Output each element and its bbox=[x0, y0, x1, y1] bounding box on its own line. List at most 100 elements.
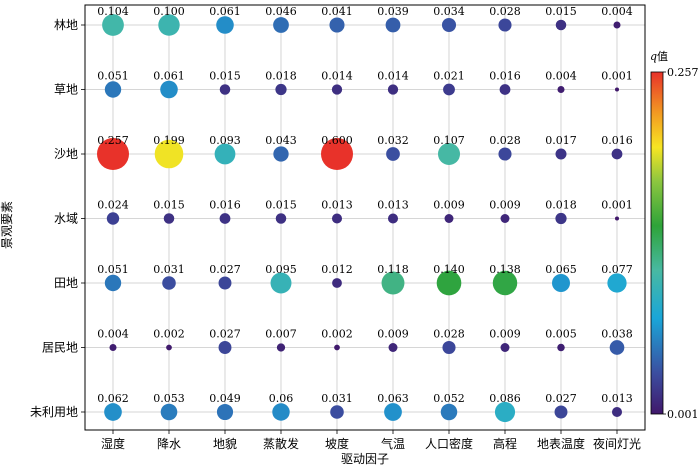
bubble-1-7 bbox=[499, 84, 511, 95]
bubble-4-0 bbox=[104, 274, 122, 292]
axes-frame bbox=[81, 4, 646, 434]
value-label-5-4: 0.002 bbox=[321, 328, 353, 341]
value-label-0-2: 0.061 bbox=[209, 5, 241, 18]
bubble-0-3 bbox=[273, 17, 289, 33]
value-label-3-8: 0.018 bbox=[545, 199, 577, 212]
bubble-3-5 bbox=[387, 213, 399, 224]
value-label-6-6: 0.052 bbox=[433, 392, 465, 405]
bubble-3-3 bbox=[275, 213, 287, 224]
bubble-6-6 bbox=[440, 403, 458, 421]
x-tick-label: 气温 bbox=[381, 436, 405, 451]
bubble-2-4 bbox=[321, 138, 353, 170]
value-label-4-3: 0.095 bbox=[265, 263, 297, 276]
x-tick-label: 地表温度 bbox=[537, 436, 585, 451]
bubble-3-4 bbox=[331, 213, 343, 224]
bubble-1-3 bbox=[275, 83, 287, 96]
value-label-6-0: 0.062 bbox=[97, 392, 129, 405]
value-label-6-9: 0.013 bbox=[601, 392, 633, 405]
colorbar-title: q值 bbox=[650, 50, 668, 63]
bubble-4-6 bbox=[436, 270, 462, 296]
colorbar-min-label: 0.001 bbox=[667, 408, 699, 421]
value-label-0-3: 0.046 bbox=[265, 5, 297, 18]
bubble-5-6 bbox=[442, 340, 456, 355]
value-label-1-3: 0.018 bbox=[265, 70, 297, 83]
bubble-2-8 bbox=[555, 148, 567, 160]
bubble-1-2 bbox=[219, 84, 231, 95]
value-label-4-5: 0.118 bbox=[377, 263, 409, 276]
bubble-0-5 bbox=[385, 17, 401, 33]
value-label-3-0: 0.024 bbox=[97, 199, 129, 212]
bubble-6-1 bbox=[160, 403, 178, 421]
value-label-3-5: 0.013 bbox=[377, 199, 409, 212]
value-label-4-8: 0.065 bbox=[545, 263, 577, 276]
value-label-3-4: 0.013 bbox=[321, 199, 353, 212]
bubble-1-4 bbox=[331, 84, 343, 95]
bubble-6-7 bbox=[494, 401, 516, 423]
value-label-5-1: 0.002 bbox=[153, 328, 185, 341]
x-tick-label: 夜间灯光 bbox=[593, 436, 641, 451]
bubble-3-6 bbox=[444, 214, 454, 223]
bubble-5-0 bbox=[109, 343, 117, 352]
bubble-layer bbox=[97, 14, 627, 423]
bubble-2-0 bbox=[97, 138, 129, 170]
y-tick-label: 林地 bbox=[54, 18, 78, 32]
y-tick-label: 未利用地 bbox=[30, 405, 78, 419]
value-label-6-7: 0.086 bbox=[489, 392, 521, 405]
plot-frame bbox=[84, 4, 646, 431]
value-label-1-5: 0.014 bbox=[377, 70, 409, 83]
value-label-4-7: 0.138 bbox=[489, 263, 521, 276]
bubble-6-5 bbox=[384, 403, 402, 421]
value-label-4-1: 0.031 bbox=[153, 263, 185, 276]
bubble-2-2 bbox=[214, 143, 236, 165]
bubble-1-0 bbox=[104, 81, 122, 98]
bubble-5-5 bbox=[388, 343, 398, 352]
value-label-5-2: 0.027 bbox=[209, 328, 241, 341]
y-tick-label: 田地 bbox=[54, 276, 78, 290]
value-label-5-0: 0.004 bbox=[97, 328, 129, 341]
bubble-1-9 bbox=[615, 87, 619, 92]
bubble-5-2 bbox=[218, 341, 232, 354]
value-label-0-6: 0.034 bbox=[433, 5, 465, 18]
bubble-4-4 bbox=[332, 278, 342, 288]
bubble-0-7 bbox=[498, 18, 512, 32]
value-label-2-6: 0.107 bbox=[433, 134, 465, 147]
value-label-4-2: 0.027 bbox=[209, 263, 241, 276]
value-label-0-9: 0.004 bbox=[601, 5, 633, 18]
bubble-2-9 bbox=[611, 148, 623, 160]
value-label-2-9: 0.016 bbox=[601, 134, 633, 147]
value-label-4-9: 0.077 bbox=[601, 263, 633, 276]
value-labels: 0.104 0.100 0.061 0.046 0.041 0.039 0.034 0.028… bbox=[97, 5, 633, 405]
bubble-6-2 bbox=[216, 403, 234, 421]
colorbar-title-rest: 值 bbox=[657, 50, 668, 63]
value-label-1-8: 0.004 bbox=[545, 70, 577, 83]
bubble-2-7 bbox=[498, 147, 512, 161]
bubble-5-9 bbox=[609, 340, 625, 355]
bubble-2-1 bbox=[154, 139, 184, 169]
x-tick-label: 湿度 bbox=[101, 436, 125, 451]
bubble-3-2 bbox=[219, 213, 231, 224]
value-label-6-4: 0.031 bbox=[321, 392, 353, 405]
y-tick-label: 水域 bbox=[54, 212, 78, 226]
value-label-6-8: 0.027 bbox=[545, 392, 577, 405]
y-tick-label: 居民地 bbox=[42, 341, 78, 355]
value-label-1-0: 0.051 bbox=[97, 70, 129, 83]
value-label-0-1: 0.100 bbox=[153, 5, 185, 18]
bubble-3-8 bbox=[555, 212, 567, 225]
value-label-3-9: 0.001 bbox=[601, 199, 633, 212]
value-label-5-8: 0.005 bbox=[545, 328, 577, 341]
bubble-4-5 bbox=[381, 271, 405, 295]
x-tick-label: 地貌 bbox=[213, 436, 237, 451]
value-label-1-1: 0.061 bbox=[153, 70, 185, 83]
bubble-6-0 bbox=[104, 403, 122, 421]
value-label-6-5: 0.063 bbox=[377, 392, 409, 405]
value-label-3-1: 0.015 bbox=[153, 199, 185, 212]
value-label-4-0: 0.051 bbox=[97, 263, 129, 276]
value-label-3-3: 0.015 bbox=[265, 199, 297, 212]
bubble-2-6 bbox=[437, 142, 461, 166]
bubble-3-7 bbox=[500, 214, 510, 223]
bubble-1-1 bbox=[160, 80, 178, 99]
bubble-1-8 bbox=[557, 85, 565, 94]
value-label-3-7: 0.009 bbox=[489, 199, 521, 212]
x-tick-label: 降水 bbox=[157, 437, 181, 451]
value-label-5-3: 0.007 bbox=[265, 328, 297, 341]
